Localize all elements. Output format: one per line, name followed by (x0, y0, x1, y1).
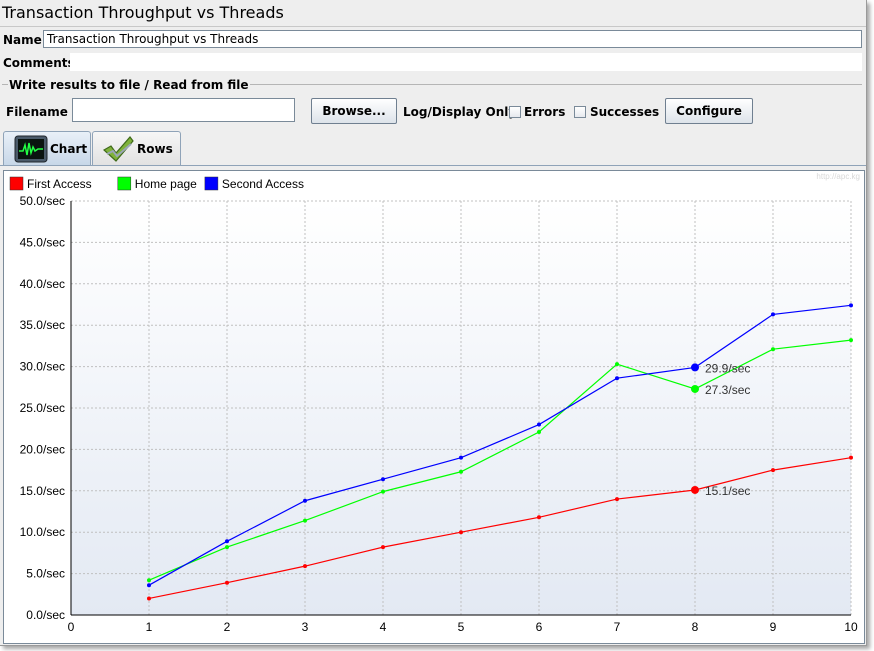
configure-button[interactable]: Configure (665, 98, 753, 124)
data-point (537, 422, 541, 427)
comments-input[interactable] (70, 53, 862, 71)
data-point (303, 498, 307, 503)
series-line-home-page (148, 339, 852, 581)
y-tick-label: 50.0/sec (20, 194, 65, 208)
x-tick-label: 9 (770, 620, 777, 634)
data-label: 27.3/sec (705, 383, 750, 397)
name-label: Name: (3, 33, 47, 47)
x-tick-label: 2 (224, 620, 231, 634)
name-input[interactable]: Transaction Throughput vs Threads (43, 30, 862, 48)
data-point (537, 430, 541, 435)
browse-button[interactable]: Browse... (311, 98, 397, 124)
chart-icon (14, 135, 48, 163)
x-tick-label: 7 (614, 620, 621, 634)
data-point (459, 530, 463, 535)
y-tick-label: 5.0/sec (26, 567, 65, 581)
tab-strip-line (0, 165, 866, 166)
x-tick-label: 5 (458, 620, 465, 634)
data-label: 15.1/sec (705, 484, 750, 498)
y-tick-label: 10.0/sec (20, 525, 65, 539)
title-divider (0, 26, 866, 27)
data-point (225, 539, 229, 544)
data-point (849, 338, 853, 343)
data-point (147, 583, 151, 588)
data-point (225, 580, 229, 585)
legend-swatch (204, 176, 219, 191)
window-title: Transaction Throughput vs Threads (2, 3, 284, 22)
tab-chart-label: Chart (50, 142, 88, 156)
legend-swatch (9, 176, 24, 191)
filename-input[interactable] (72, 98, 295, 122)
data-point (849, 303, 853, 308)
legend-entry: Home page (135, 177, 197, 191)
data-point (615, 497, 619, 502)
series-line-second-access (148, 304, 852, 586)
highlighted-point (691, 384, 699, 393)
y-tick-label: 30.0/sec (20, 360, 65, 374)
data-point (381, 477, 385, 482)
data-point (771, 468, 775, 473)
legend-entry: Second Access (222, 177, 304, 191)
log-display-label: Log/Display Only: (403, 105, 521, 119)
checkmark-icon (102, 136, 134, 162)
series-line-first-access (148, 457, 852, 600)
data-point (147, 578, 151, 583)
data-point (381, 489, 385, 494)
data-point (771, 312, 775, 317)
y-tick-label: 45.0/sec (20, 235, 65, 249)
data-point (849, 455, 853, 460)
comments-label: Comments: (3, 56, 80, 70)
data-point (537, 515, 541, 520)
data-label: 29.9/sec (705, 361, 750, 375)
tab-rows-label: Rows (137, 142, 173, 156)
data-point (381, 545, 385, 550)
filename-label: Filename (6, 105, 68, 119)
y-tick-label: 25.0/sec (20, 401, 65, 415)
successes-checkbox[interactable] (574, 106, 586, 118)
y-tick-label: 15.0/sec (20, 484, 65, 498)
data-point (459, 469, 463, 474)
errors-label: Errors (524, 105, 566, 119)
tab-rows[interactable]: Rows (92, 131, 181, 165)
data-point (615, 362, 619, 367)
chart-panel: 0.0/sec 5.0/sec 10.0/sec 15.0/sec 20.0/sec 25… (3, 170, 865, 644)
highlighted-point (691, 363, 699, 372)
tab-chart[interactable]: Chart (3, 131, 91, 165)
data-point (303, 564, 307, 569)
successes-label: Successes (590, 105, 660, 119)
x-tick-label: 8 (692, 620, 699, 634)
y-tick-label: 35.0/sec (20, 318, 65, 332)
file-group-box (2, 84, 862, 127)
errors-checkbox[interactable] (509, 106, 521, 118)
x-tick-label: 0 (68, 620, 75, 634)
data-point (225, 545, 229, 550)
x-tick-label: 6 (536, 620, 543, 634)
highlighted-point (691, 485, 699, 494)
data-point (615, 376, 619, 381)
x-tick-label: 4 (380, 620, 387, 634)
data-point (303, 518, 307, 523)
data-point (459, 455, 463, 460)
legend-swatch (117, 176, 132, 191)
watermark-text: http://apc.kg (816, 172, 860, 181)
data-point (771, 347, 775, 352)
y-tick-label: 20.0/sec (20, 442, 65, 456)
legend-entry: First Access (27, 177, 92, 191)
y-tick-label: 0.0/sec (26, 608, 65, 622)
x-tick-label: 1 (146, 620, 153, 634)
x-tick-label: 3 (302, 620, 309, 634)
throughput-chart: 0.0/sec5.0/sec10.0/sec15.0/sec20.0/sec25… (9, 172, 860, 634)
y-tick-label: 40.0/sec (20, 277, 65, 291)
data-point (147, 596, 151, 601)
file-group-title: Write results to file / Read from file (8, 78, 250, 92)
x-tick-label: 10 (844, 620, 858, 634)
